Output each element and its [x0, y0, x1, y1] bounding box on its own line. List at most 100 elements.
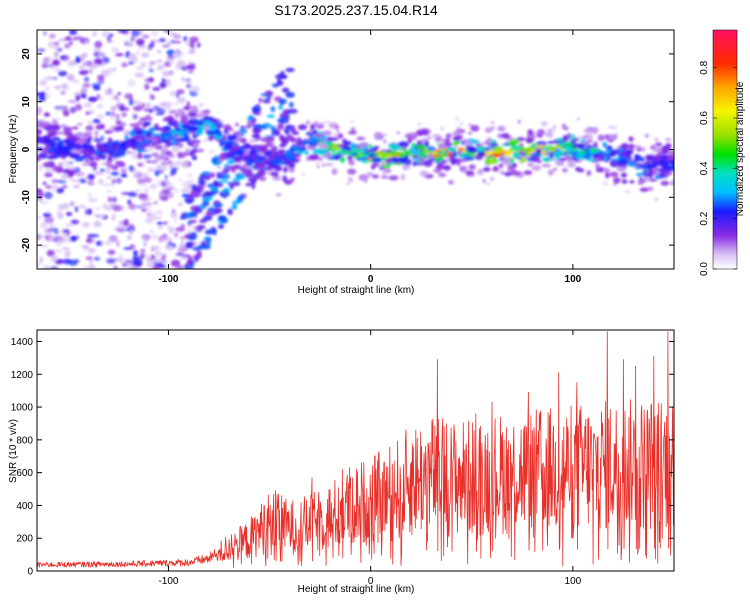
- spectrogram-cell: [54, 106, 64, 111]
- spectrogram-cell: [93, 138, 102, 142]
- spectrogram-cell: [166, 49, 176, 56]
- spectrogram-cell: [176, 60, 186, 68]
- spectrogram-cell: [158, 196, 168, 201]
- spectrogram-cell: [567, 160, 576, 168]
- spectrogram-cell: [336, 129, 340, 133]
- spectrogram-cell: [351, 126, 356, 132]
- spectrogram-cell: [251, 182, 256, 190]
- spectrogram-cell: [146, 254, 150, 260]
- spectrogram-cell: [115, 240, 120, 248]
- spectrogram-cell: [96, 240, 101, 246]
- spectrogram-cell: [271, 129, 277, 137]
- spectrogram-cell: [100, 135, 105, 143]
- spectrogram-cell: [202, 109, 211, 115]
- spectrogram-cell: [177, 202, 184, 207]
- spectrogram-cell: [102, 183, 112, 187]
- spectrogram-cell: [497, 133, 503, 139]
- spectrogram-cell: [40, 153, 46, 159]
- spectrogram-cell: [44, 93, 51, 99]
- spectrogram-cell: [240, 137, 247, 144]
- spectrogram-cell: [78, 204, 87, 209]
- spectrogram-cell: [134, 189, 142, 193]
- x-tick-label: -100: [158, 576, 178, 587]
- spectrogram-cell: [66, 74, 75, 81]
- spectrogram-cell: [161, 131, 172, 137]
- spectrogram-cell: [232, 200, 240, 204]
- spectrogram-cell: [617, 159, 628, 165]
- spectrogram-cell: [265, 160, 273, 165]
- spectrogram-cell: [87, 208, 92, 216]
- spectrogram-cell: [136, 145, 147, 149]
- colorbar-gradient: [712, 29, 738, 270]
- spectrogram-cell: [406, 133, 411, 139]
- spectrogram-cell: [45, 76, 54, 81]
- spectrogram-cell: [231, 145, 240, 152]
- spectrogram-cell: [270, 171, 279, 177]
- spectrogram-cell: [160, 161, 169, 166]
- spectrogram-cell: [163, 236, 172, 243]
- spectrogram-cell: [45, 238, 55, 242]
- spectrogram-cell: [146, 216, 152, 222]
- spectrogram-cell: [190, 108, 199, 114]
- spectrogram-cell: [358, 174, 369, 181]
- spectrogram-cell: [331, 168, 338, 176]
- spectrogram-cell: [169, 128, 175, 134]
- spectrogram-cell: [552, 125, 557, 129]
- spectrogram-cell: [259, 145, 268, 152]
- spectrogram-cell: [128, 61, 134, 65]
- spectrogram-cell: [92, 31, 97, 37]
- spectrogram-cell: [146, 261, 155, 268]
- spectrogram-cell: [644, 133, 649, 138]
- spectrogram-cell: [87, 120, 95, 126]
- spectrogram-cell: [156, 59, 163, 63]
- y-tick-label: 0: [21, 146, 32, 152]
- spectrogram-cell: [89, 258, 93, 266]
- spectrogram-cell: [40, 221, 47, 229]
- spectrogram-cell: [223, 124, 232, 130]
- spectrogram-cell: [90, 234, 99, 238]
- spectrogram-cell: [620, 172, 627, 178]
- spectrogram-cell: [337, 133, 344, 139]
- spectrogram-cell: [89, 68, 93, 75]
- spectrogram-cell: [397, 157, 408, 163]
- spectrogram-cell: [187, 60, 193, 66]
- spectrogram-cell: [486, 182, 490, 186]
- spectrogram-cell: [476, 168, 484, 176]
- spectrogram-cell: [209, 172, 216, 178]
- spectrogram-cell: [154, 209, 163, 216]
- spectrogram-cell: [95, 206, 101, 210]
- spectrogram-cell: [624, 189, 631, 194]
- spectrogram-cell: [605, 171, 610, 179]
- spectrogram-cell: [227, 165, 237, 171]
- spectrogram-cell: [37, 107, 43, 115]
- spectrogram-cell: [75, 144, 84, 150]
- spectrogram-cell: [172, 102, 180, 105]
- spectrogram-cell: [156, 221, 163, 225]
- spectrogram-cell: [274, 129, 281, 137]
- spectrogram-cell: [391, 144, 399, 151]
- spectrogram-cell: [424, 140, 429, 148]
- spectrogram-cell: [669, 181, 674, 186]
- y-tick-label: 400: [16, 501, 33, 512]
- spectrogram-cell: [80, 93, 87, 99]
- spectrogram-cell: [149, 183, 157, 190]
- spectrogram-cell: [196, 250, 202, 258]
- spectrogram-cell: [64, 250, 71, 258]
- spectrogram-cell: [238, 128, 248, 134]
- spectrogram-cell: [434, 156, 444, 162]
- spectrogram-cell: [141, 124, 148, 128]
- spectrogram-cell: [60, 159, 70, 167]
- spectrogram-cell: [135, 67, 144, 70]
- spectrogram-cell: [82, 143, 89, 146]
- spectrogram-cell: [468, 164, 476, 170]
- spectrogram-cell: [250, 118, 257, 122]
- spectrogram-cell: [96, 141, 102, 145]
- spectrogram-cell: [44, 87, 50, 91]
- spectrogram-cell: [583, 140, 590, 146]
- spectrogram-cell: [253, 175, 262, 180]
- spectrogram-cell: [87, 96, 98, 103]
- spectrogram-cell: [482, 178, 486, 184]
- spectrogram-cell: [523, 170, 533, 175]
- spectrogram-cell: [234, 122, 240, 127]
